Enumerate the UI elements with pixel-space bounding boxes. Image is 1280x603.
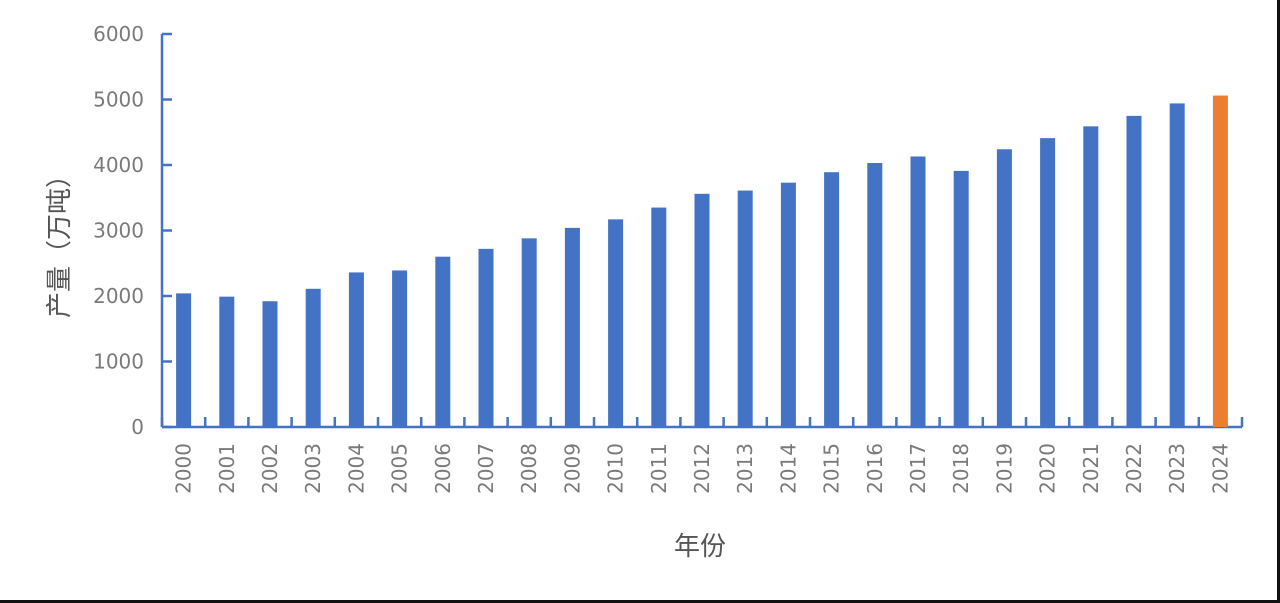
x-tick-label: 2010: [604, 443, 628, 494]
bar-2012: [694, 193, 710, 427]
x-axis-title: 年份: [674, 532, 726, 562]
bar-2014: [780, 182, 796, 427]
x-tick-label: 2014: [776, 443, 800, 494]
bar-2016: [867, 163, 883, 427]
x-tick-label: 2017: [906, 443, 930, 494]
bar-2008: [521, 238, 537, 427]
x-tick-label: 2002: [258, 443, 282, 494]
bar-2013: [737, 190, 753, 427]
bar-2004: [348, 272, 364, 427]
bar-2015: [824, 172, 840, 427]
x-tick-label: 2008: [517, 443, 541, 494]
x-tick-label: 2022: [1122, 443, 1146, 494]
y-tick-label: 1000: [93, 350, 144, 374]
x-tick-label: 2005: [388, 443, 412, 494]
y-tick-label: 0: [131, 415, 144, 439]
x-tick-label: 2020: [1036, 443, 1060, 494]
bar-2021: [1083, 126, 1099, 427]
y-tick-label: 4000: [93, 153, 144, 177]
x-tick-label: 2000: [172, 443, 196, 494]
bar-2018: [953, 170, 969, 427]
bar-2001: [219, 296, 235, 427]
x-tick-label: 2021: [1079, 443, 1103, 494]
x-tick-label: 2012: [690, 443, 714, 494]
x-tick-label: 2011: [647, 443, 671, 494]
y-tick-label: 2000: [93, 284, 144, 308]
x-tick-label: 2009: [560, 443, 584, 494]
x-tick-label: 2023: [1165, 443, 1189, 494]
x-tick-label: 2006: [431, 443, 455, 494]
bar-2010: [608, 219, 624, 427]
x-axis: 2000 2001 2002 2003 2004 2005 2006 2007 2008 2009…: [160, 417, 1244, 494]
bar-2020: [1040, 138, 1056, 427]
x-tick-label: 2003: [301, 443, 325, 494]
x-tick-label: 2024: [1208, 443, 1232, 494]
bar-2007: [478, 248, 494, 427]
x-tick-label: 2007: [474, 443, 498, 494]
bar-2005: [392, 270, 408, 427]
y-tick-label: 5000: [93, 88, 144, 112]
bar-2003: [305, 288, 321, 427]
bar-2022: [1126, 115, 1142, 427]
x-tick-label: 2019: [992, 443, 1016, 494]
y-tick-label: 6000: [93, 22, 144, 46]
bar-2024: [1212, 95, 1228, 427]
bar-2002: [262, 301, 278, 427]
bar-2000: [176, 293, 192, 427]
x-tick-label: 2013: [733, 443, 757, 494]
x-tick-label: 2016: [863, 443, 887, 494]
bar-2006: [435, 256, 451, 427]
bar-2011: [651, 207, 667, 427]
bar-2009: [564, 227, 580, 427]
x-tick-label: 2018: [949, 443, 973, 494]
bar-2017: [910, 156, 926, 428]
bar-2019: [996, 149, 1012, 427]
y-axis-title: 产量（万吨）: [45, 162, 75, 318]
bars: [176, 95, 1228, 428]
x-tick-label: 2001: [215, 443, 239, 494]
y-tick-label: 3000: [93, 219, 144, 243]
y-axis: 0 1000 2000 3000 4000 5000 6000: [93, 22, 172, 439]
x-tick-label: 2004: [344, 443, 368, 494]
x-tick-label: 2015: [820, 443, 844, 494]
bar-2023: [1169, 103, 1185, 428]
